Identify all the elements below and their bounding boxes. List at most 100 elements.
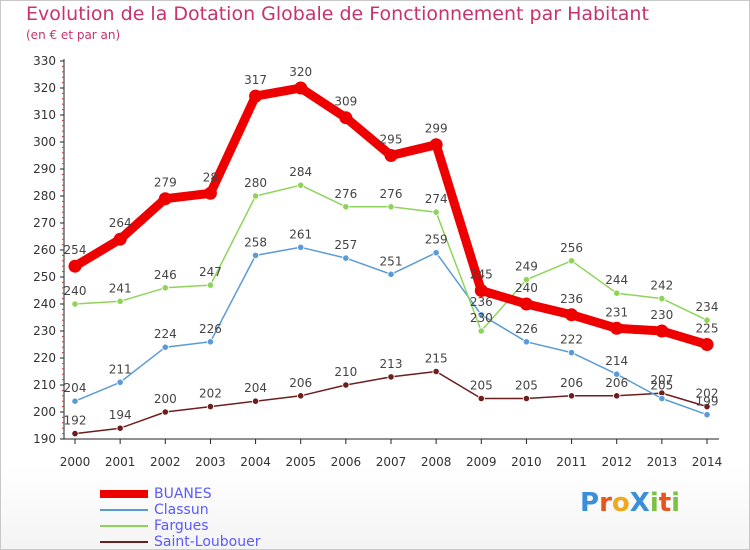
data-point-saint-loubouer: [567, 392, 576, 400]
data-point-fargues: [477, 327, 485, 335]
y-tick-label-320: 320: [33, 81, 56, 95]
data-point-saint-loubouer: [71, 429, 79, 438]
data-point-fargues: [522, 276, 531, 284]
logo-letter: X: [629, 488, 650, 518]
data-label-fargues: 256: [560, 241, 583, 255]
data-label-classun: 205: [650, 379, 673, 393]
data-label-buanes: 225: [696, 322, 719, 336]
data-point-fargues: [71, 300, 79, 308]
legend-label-fargues: Fargues: [154, 518, 209, 534]
data-label-classun: 251: [380, 254, 403, 268]
legend-swatch-saint-loubouer: [100, 541, 148, 543]
data-point-buanes: [294, 81, 308, 95]
data-point-saint-loubouer: [297, 392, 305, 400]
data-point-buanes: [655, 324, 669, 338]
data-point-buanes: [158, 192, 172, 206]
data-point-saint-loubouer: [522, 394, 531, 403]
data-point-buanes: [68, 259, 82, 273]
data-point-fargues: [251, 192, 260, 200]
x-tick-label-2009: 2009: [466, 455, 497, 469]
logo-letter: t: [658, 488, 672, 518]
data-label-fargues: 242: [650, 279, 673, 293]
data-point-saint-loubouer: [161, 408, 169, 416]
x-tick-label-2008: 2008: [421, 455, 452, 469]
legend-label-buanes: BUANES: [154, 486, 212, 502]
data-label-saint-loubouer: 202: [696, 387, 719, 401]
data-label-buanes: 299: [425, 122, 448, 136]
logo-letter: i: [649, 488, 659, 518]
data-label-fargues: 280: [244, 176, 267, 190]
data-point-saint-loubouer: [387, 373, 395, 381]
data-point-buanes: [429, 138, 443, 152]
data-point-fargues: [432, 208, 440, 216]
data-point-classun: [567, 348, 576, 357]
x-tick-label-2014: 2014: [692, 455, 723, 469]
data-point-saint-loubouer: [206, 402, 215, 411]
legend-label-classun: Classun: [154, 502, 209, 518]
data-point-classun: [432, 249, 440, 257]
data-label-fargues: 247: [199, 265, 222, 279]
data-label-fargues: 284: [289, 165, 312, 179]
data-point-classun: [658, 394, 666, 403]
data-point-saint-loubouer: [703, 402, 711, 411]
y-tick-label-250: 250: [33, 270, 56, 284]
data-label-fargues: 276: [380, 187, 403, 201]
y-tick-label-280: 280: [33, 189, 56, 203]
data-label-fargues: 234: [696, 300, 719, 314]
data-label-buanes: 240: [515, 281, 538, 295]
data-label-buanes: 236: [560, 292, 583, 306]
x-tick-label-2011: 2011: [556, 455, 587, 469]
data-point-classun: [522, 338, 531, 346]
data-label-fargues: 230: [470, 311, 493, 325]
data-label-classun: 224: [154, 327, 177, 341]
data-point-classun: [613, 370, 621, 378]
data-label-classun: 259: [425, 233, 448, 247]
chart-title: Evolution de la Dotation Globale de Fonc…: [26, 3, 649, 25]
data-label-saint-loubouer: 207: [650, 373, 673, 387]
x-tick-label-2013: 2013: [647, 455, 678, 469]
data-point-buanes: [610, 321, 624, 335]
data-point-saint-loubouer: [251, 397, 260, 405]
data-label-saint-loubouer: 213: [380, 357, 403, 371]
data-label-saint-loubouer: 210: [334, 365, 357, 379]
data-point-fargues: [658, 294, 666, 303]
data-label-saint-loubouer: 215: [425, 352, 448, 366]
y-tick-label-200: 200: [33, 405, 56, 419]
data-label-classun: 211: [109, 362, 132, 376]
data-label-saint-loubouer: 206: [560, 376, 583, 390]
data-label-classun: 258: [244, 235, 267, 249]
x-tick-label-2012: 2012: [601, 455, 632, 469]
data-label-buanes: 254: [64, 243, 87, 257]
data-label-saint-loubouer: 194: [109, 408, 132, 422]
data-point-fargues: [297, 181, 305, 189]
data-label-fargues: 240: [64, 284, 87, 298]
legend-label-saint-loubouer: Saint-Loubouer: [154, 534, 261, 550]
data-point-buanes: [249, 89, 263, 103]
y-tick-label-310: 310: [33, 108, 56, 122]
legend-swatch-fargues: [100, 525, 148, 527]
data-point-saint-loubouer: [342, 381, 350, 389]
x-tick-label-2002: 2002: [150, 455, 181, 469]
data-label-saint-loubouer: 202: [199, 387, 222, 401]
data-label-classun: 214: [605, 354, 628, 368]
data-label-saint-loubouer: 192: [64, 414, 87, 428]
data-label-buanes: 279: [154, 176, 177, 190]
data-point-fargues: [342, 203, 350, 211]
data-label-fargues: 274: [425, 192, 448, 206]
data-point-fargues: [613, 289, 621, 297]
x-tick-label-2004: 2004: [240, 455, 271, 469]
x-tick-label-2001: 2001: [105, 455, 136, 469]
x-tick-label-2007: 2007: [376, 455, 407, 469]
data-label-classun: 257: [334, 238, 357, 252]
data-label-fargues: 241: [109, 281, 132, 295]
y-tick-label-240: 240: [33, 297, 56, 311]
data-point-classun: [342, 254, 350, 262]
data-point-fargues: [116, 297, 124, 305]
y-tick-label-290: 290: [33, 162, 56, 176]
data-label-buanes: 295: [380, 133, 403, 147]
data-label-saint-loubouer: 206: [289, 376, 312, 390]
data-point-buanes: [474, 284, 488, 297]
data-label-saint-loubouer: 206: [605, 376, 628, 390]
